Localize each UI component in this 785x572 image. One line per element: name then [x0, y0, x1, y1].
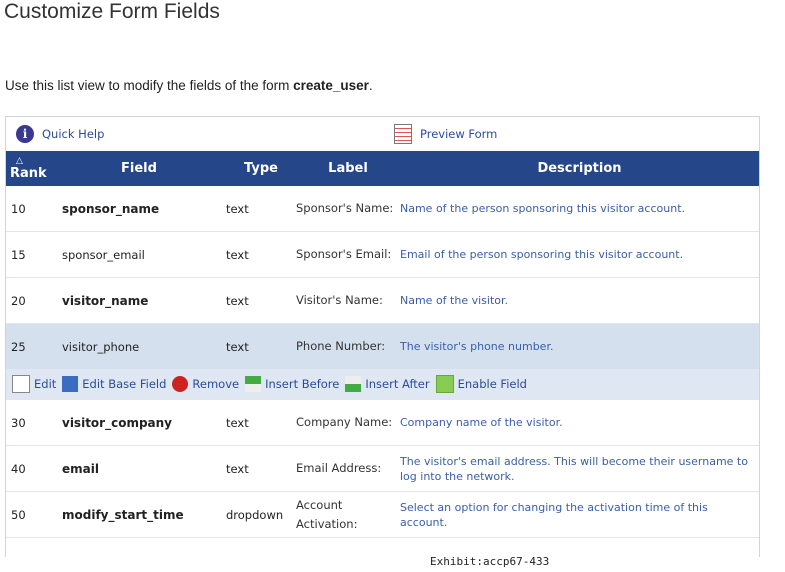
label-cell: Phone Number:	[296, 323, 400, 369]
rank-cell: 20	[6, 277, 52, 324]
column-description[interactable]: Description	[400, 151, 759, 186]
preview-form-label: Preview Form	[420, 127, 498, 141]
enable-field-icon	[435, 375, 454, 393]
column-label[interactable]: Label	[296, 151, 400, 186]
rank-cell: 15	[6, 231, 52, 278]
label-cell: Sponsor's Name:	[296, 186, 400, 232]
description-cell: Company name of the visitor.	[400, 399, 759, 446]
table-row[interactable]: 25 visitor_phone text Phone Number: The …	[6, 323, 759, 369]
form-preview-icon	[394, 124, 412, 144]
type-cell: text	[226, 277, 296, 324]
rank-cell: 40	[6, 445, 52, 492]
table-row[interactable]: 15 sponsor_email text Sponsor's Email: E…	[6, 231, 759, 278]
exhibit-caption: Exhibit:accp67-433	[430, 555, 550, 568]
quick-help-link[interactable]: i Quick Help	[16, 125, 104, 143]
rank-cell: 10	[6, 186, 52, 232]
field-cell: visitor_company	[52, 399, 226, 446]
column-field[interactable]: Field	[52, 151, 226, 186]
description-cell: Select an option for changing the activa…	[400, 491, 759, 538]
quick-help-label: Quick Help	[42, 127, 105, 141]
action-label: Remove	[192, 377, 240, 391]
field-cell: sponsor_name	[52, 186, 226, 232]
info-icon: i	[16, 125, 34, 143]
rank-cell: 25	[6, 323, 52, 369]
remove-button[interactable]: Remove	[172, 376, 239, 392]
column-label: Rank	[10, 166, 47, 181]
table-row[interactable]: 20 visitor_name text Visitor's Name: Nam…	[6, 277, 759, 324]
action-label: Edit Base Field	[82, 377, 167, 391]
field-cell: sponsor_email	[52, 231, 226, 278]
field-cell: email	[52, 445, 226, 492]
label-cell: Visitor's Name:	[296, 277, 400, 324]
description-cell: Name of the visitor.	[400, 277, 759, 324]
fields-table: △ Rank Field Type Label Description 10 sp…	[6, 151, 759, 538]
enable-field-button[interactable]: Enable Field	[435, 375, 527, 393]
form-name: create_user	[293, 78, 369, 93]
type-cell: dropdown	[226, 491, 296, 538]
type-cell: text	[226, 445, 296, 492]
type-cell: text	[226, 323, 296, 369]
insert-after-button[interactable]: Insert After	[345, 376, 430, 392]
column-type[interactable]: Type	[226, 151, 296, 186]
label-cell: Account Activation:	[296, 491, 400, 538]
fields-panel: i Quick Help Preview Form △ Rank Field Typ…	[5, 116, 760, 557]
label-cell: Sponsor's Email:	[296, 231, 400, 278]
insert-before-button[interactable]: Insert Before	[245, 376, 339, 392]
label-cell: Company Name:	[296, 399, 400, 446]
table-row[interactable]: 50 modify_start_time dropdown Account Ac…	[6, 491, 759, 538]
remove-icon	[172, 376, 189, 392]
column-rank[interactable]: △ Rank	[6, 151, 52, 186]
rank-cell: 50	[6, 491, 52, 538]
intro-prefix: Use this list view to modify the fields …	[5, 78, 294, 93]
table-row[interactable]: 40 email text Email Address: The visitor…	[6, 445, 759, 492]
intro-suffix: .	[368, 78, 373, 93]
type-cell: text	[226, 231, 296, 278]
action-label: Insert Before	[265, 377, 340, 391]
toolbar: i Quick Help Preview Form	[6, 117, 759, 151]
description-cell: The visitor's phone number.	[400, 323, 759, 369]
edit-base-field-icon	[62, 376, 79, 392]
action-label: Insert After	[365, 377, 430, 391]
description-cell: Name of the person sponsoring this visit…	[400, 186, 759, 232]
sort-asc-icon: △	[16, 156, 23, 166]
field-cell: visitor_name	[52, 277, 226, 324]
action-label: Edit	[34, 377, 57, 391]
action-label: Enable Field	[457, 377, 527, 391]
row-actions: Edit Edit Base Field Remove Insert Before In…	[6, 369, 759, 400]
description-cell: The visitor's email address. This will b…	[400, 445, 759, 492]
table-row[interactable]: 30 visitor_company text Company Name: Co…	[6, 399, 759, 446]
field-cell: visitor_phone	[52, 323, 226, 369]
preview-form-link[interactable]: Preview Form	[394, 124, 497, 144]
page-title: Customize Form Fields	[4, 0, 220, 23]
insert-before-icon	[245, 376, 262, 392]
intro-text: Use this list view to modify the fields …	[5, 78, 373, 93]
edit-icon	[12, 375, 30, 393]
table-row[interactable]: 10 sponsor_name text Sponsor's Name: Nam…	[6, 186, 759, 232]
label-cell: Email Address:	[296, 445, 400, 492]
description-cell: Email of the person sponsoring this visi…	[400, 231, 759, 278]
edit-base-field-button[interactable]: Edit Base Field	[62, 376, 166, 392]
field-cell: modify_start_time	[52, 491, 226, 538]
insert-after-icon	[345, 376, 362, 392]
type-cell: text	[226, 399, 296, 446]
type-cell: text	[226, 186, 296, 232]
edit-button[interactable]: Edit	[12, 375, 56, 393]
rank-cell: 30	[6, 399, 52, 446]
